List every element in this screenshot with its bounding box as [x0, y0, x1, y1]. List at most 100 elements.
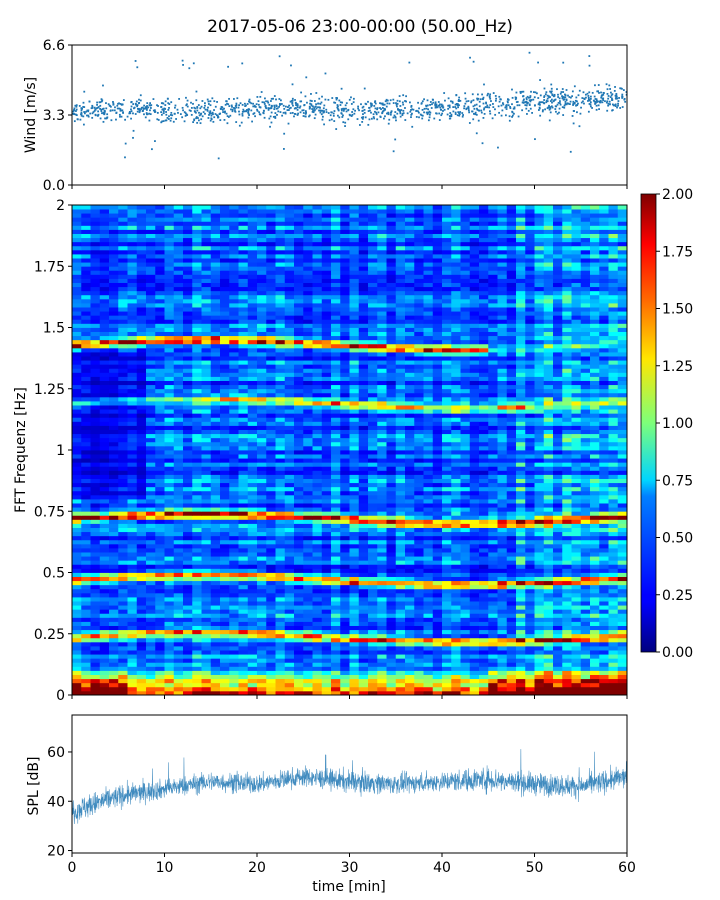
- spectrogram-cell: [460, 605, 471, 610]
- spectrogram-cell: [90, 650, 101, 655]
- spectrogram-cell: [201, 670, 212, 675]
- spectrogram-cell: [238, 670, 249, 675]
- spectrogram-cell: [155, 576, 165, 582]
- wind-point: [587, 96, 590, 99]
- spectrogram-cell: [451, 454, 461, 459]
- spectrogram-cell: [534, 499, 545, 504]
- spectrogram-cell: [608, 666, 619, 671]
- spectrogram-cell: [488, 482, 498, 488]
- spectrogram-cell: [451, 462, 461, 467]
- spectrogram-cell: [617, 552, 628, 557]
- spectrogram-cell: [164, 601, 175, 606]
- spectrogram-cell: [173, 625, 184, 631]
- spectrogram-cell: [238, 552, 249, 557]
- wind-point: [148, 112, 151, 115]
- spectrogram-cell: [395, 552, 406, 557]
- wind-point: [101, 108, 104, 110]
- spectrogram-cell: [516, 670, 526, 675]
- wind-point: [130, 108, 132, 111]
- spectrogram-cell: [173, 584, 184, 590]
- spectrogram-cell: [617, 535, 628, 541]
- spectrogram-cell: [173, 641, 184, 647]
- spectrogram-cell: [349, 597, 360, 602]
- spectrogram-cell: [349, 625, 360, 631]
- spectrogram-cell: [432, 621, 443, 626]
- spectrogram-cell: [386, 531, 397, 537]
- spectrogram-cell: [395, 470, 406, 475]
- spectrogram-cell: [331, 474, 341, 479]
- wind-point: [432, 98, 434, 101]
- wind-point: [97, 106, 100, 108]
- spectrogram-cell: [109, 621, 119, 626]
- spectrogram-cell: [210, 511, 221, 516]
- spectrogram-cell: [146, 519, 156, 524]
- spectrogram-cell: [423, 662, 434, 667]
- spectrogram-cell: [562, 597, 572, 602]
- wind-point: [396, 102, 399, 105]
- spectrogram-cell: [220, 592, 230, 598]
- spectrogram-cell: [506, 535, 517, 541]
- spectrogram-cell: [414, 474, 424, 479]
- spectrogram-cell: [146, 527, 156, 533]
- spectrogram-cell: [460, 686, 471, 692]
- spectrogram-cell: [201, 454, 212, 459]
- spectrogram-cell: [488, 478, 498, 484]
- spectrogram-cell: [220, 572, 230, 577]
- spectrogram-cell: [99, 633, 110, 639]
- wind-point: [623, 97, 626, 100]
- spectrogram-cell: [321, 633, 332, 639]
- spectrogram-cell: [331, 650, 341, 655]
- wind-point: [250, 109, 253, 112]
- spectrogram-cell: [127, 584, 138, 590]
- spectrogram-cell: [257, 588, 267, 594]
- wind-point: [80, 114, 83, 117]
- spectrogram-cell: [506, 462, 517, 467]
- wind-point: [610, 94, 613, 97]
- wind-point: [147, 106, 150, 109]
- wind-point: [138, 107, 140, 110]
- spectrogram-cell: [192, 503, 202, 508]
- spectrogram-cell: [340, 633, 350, 639]
- spectrogram-cell: [303, 588, 313, 594]
- spectrogram-cell: [488, 535, 498, 541]
- spectrogram-cell: [173, 588, 184, 594]
- spectrogram-cell: [72, 564, 82, 569]
- spectrogram-cell: [405, 450, 415, 455]
- spectrogram-cell: [284, 539, 295, 545]
- spectrogram-cell: [451, 531, 461, 537]
- spectrogram-cell: [423, 454, 434, 459]
- spectrogram-cell: [146, 666, 156, 671]
- spectrogram-cell: [136, 637, 147, 643]
- spectrogram-cell: [516, 609, 526, 614]
- wind-point: [448, 104, 451, 107]
- spectrogram-cell: [99, 450, 110, 455]
- spectrogram-cell: [183, 597, 193, 602]
- spectrogram-cell: [571, 494, 582, 500]
- spectrogram-cell: [321, 576, 332, 582]
- wind-point: [524, 104, 527, 107]
- spectrogram-cell: [553, 466, 563, 471]
- spectrogram-cell: [405, 494, 415, 500]
- spectrogram-cell: [238, 588, 249, 594]
- spectrogram-cell: [543, 601, 554, 606]
- spectrogram-cell: [442, 478, 452, 484]
- spectrogram-cell: [377, 601, 387, 606]
- wind-point: [549, 90, 551, 93]
- wind-point: [442, 110, 444, 112]
- wind-point: [417, 101, 419, 104]
- wind-point: [358, 109, 360, 112]
- spectrogram-cell: [469, 576, 480, 582]
- spectrogram-cell: [99, 535, 110, 541]
- spectrogram-cell: [331, 568, 341, 573]
- spectrogram-cell: [340, 625, 350, 631]
- spectrogram-cell: [349, 613, 360, 618]
- spectrogram-cell: [617, 621, 628, 626]
- spectrogram-cell: [358, 686, 369, 692]
- wind-point: [569, 103, 571, 105]
- spectrogram-cell: [81, 670, 91, 675]
- spectrogram-cell: [192, 490, 202, 496]
- spectrogram-cell: [294, 552, 304, 557]
- spectrogram-cell: [506, 690, 517, 696]
- spectrogram-cell: [210, 462, 221, 467]
- spectrogram-cell: [543, 482, 554, 488]
